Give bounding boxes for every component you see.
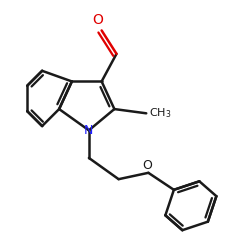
Text: CH$_3$: CH$_3$	[150, 106, 172, 120]
Text: N: N	[84, 124, 94, 137]
Text: O: O	[142, 158, 152, 172]
Text: O: O	[92, 13, 103, 27]
